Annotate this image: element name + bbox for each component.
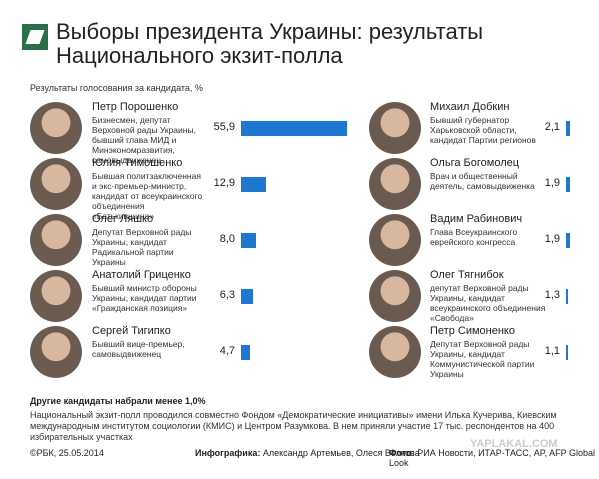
value-label: 1,1 bbox=[544, 345, 560, 357]
value-label: 2,1 bbox=[544, 121, 560, 133]
candidate-name: Сергей Тигипко bbox=[92, 325, 171, 337]
bar bbox=[566, 233, 570, 248]
credits: Фото: РИА Новости, ИТАР-ТАСС, AP, AFP Gl… bbox=[389, 448, 599, 468]
candidate-name: Ольга Богомолец bbox=[430, 157, 520, 169]
candidate-name: Юлия Тимошенко bbox=[92, 157, 183, 169]
candidate-name: Петр Порошенко bbox=[92, 101, 179, 113]
note: Национальный экзит-полл проводился совме… bbox=[30, 410, 557, 442]
bar bbox=[241, 121, 348, 136]
logo bbox=[22, 24, 48, 50]
candidate-description: Бывший губернатор Харьковской области, к… bbox=[430, 115, 536, 145]
bar bbox=[566, 345, 569, 360]
value-label: 8,0 bbox=[219, 233, 235, 245]
value-label: 4,7 bbox=[219, 345, 235, 357]
label: Фото: bbox=[389, 448, 415, 458]
label: Инфографика: bbox=[195, 448, 261, 458]
copyright: ©РБК, 25.05.2014 bbox=[30, 448, 104, 458]
value-label: 1,9 bbox=[544, 233, 560, 245]
authors: Александр Артемьев, Олеся Волкова bbox=[262, 448, 420, 458]
candidate-name: Олег Тягнибок bbox=[430, 269, 504, 281]
bar bbox=[241, 345, 250, 360]
value-label: 1,3 bbox=[544, 289, 560, 301]
value-label: 6,3 bbox=[219, 289, 235, 301]
candidate-description: Бывший министр обороны Украины, кандидат… bbox=[92, 283, 197, 313]
photo bbox=[30, 326, 82, 378]
bar bbox=[241, 289, 253, 304]
photo bbox=[369, 214, 421, 266]
bar bbox=[566, 177, 570, 192]
photo bbox=[30, 270, 82, 322]
photo-sources: РИА Новости, ИТАР-ТАСС, AP, AFP Global L… bbox=[389, 448, 595, 468]
candidate-description: Депутат Верховной рады Украины, кандидат… bbox=[92, 227, 192, 267]
bar bbox=[241, 177, 266, 192]
candidate-description: Глава Всеукраинского еврейского конгресс… bbox=[430, 227, 518, 247]
candidate-name: Вадим Рабинович bbox=[430, 213, 523, 225]
bar bbox=[241, 233, 257, 248]
chart-title: Выборы президента Украины: результаты На… bbox=[56, 19, 484, 68]
bar bbox=[566, 121, 570, 136]
candidate-description: Бизнесмен, депутат Верховной рады Украин… bbox=[92, 115, 196, 165]
candidate-description: Бывший вице-премьер, самовыдвиженец bbox=[92, 339, 185, 359]
subtitle: Результаты голосования за кандидата, % bbox=[30, 83, 203, 93]
value-label: 1,9 bbox=[544, 177, 560, 189]
candidate-name: Олег Ляшко bbox=[92, 213, 154, 225]
value-label: 12,9 bbox=[213, 177, 235, 189]
photo bbox=[369, 326, 421, 378]
candidate-name: Михаил Добкин bbox=[430, 101, 510, 113]
credits: Инфографика: Александр Артемьев, Олеся В… bbox=[195, 448, 420, 458]
photo bbox=[30, 158, 82, 210]
bar bbox=[566, 289, 569, 304]
candidate-name: Петр Симоненко bbox=[430, 325, 515, 337]
watermark: YAPLAKAL.COM bbox=[470, 438, 558, 450]
photo bbox=[369, 270, 421, 322]
candidate-description: Врач и общественный деятель, самовыдвиже… bbox=[430, 171, 535, 191]
photo bbox=[30, 214, 82, 266]
photo bbox=[30, 102, 82, 154]
value-label: 55,9 bbox=[213, 121, 235, 133]
candidate-description: Бывшая политзаключенная и экс-премьер-ми… bbox=[92, 171, 203, 221]
photo bbox=[369, 102, 421, 154]
candidate-description: Депутат Верховной рады Украины, кандидат… bbox=[430, 339, 535, 379]
candidate-description: депутат Верховной рады Украины, кандидат… bbox=[430, 283, 546, 323]
photo bbox=[369, 158, 421, 210]
other-candidates: Другие кандидаты набрали менее 1,0% bbox=[30, 396, 206, 406]
candidate-name: Анатолий Гриценко bbox=[92, 269, 191, 281]
